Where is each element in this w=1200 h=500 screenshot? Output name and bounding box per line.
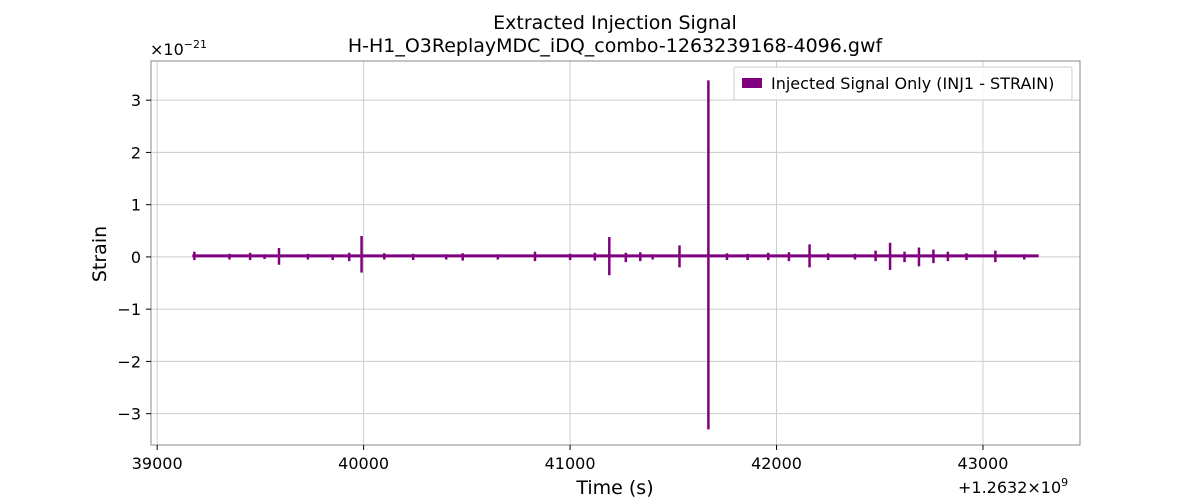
legend-swatch <box>742 78 762 88</box>
y-tick-label: 3 <box>131 91 141 110</box>
x-tick-label: 43000 <box>958 454 1009 473</box>
y-tick-label: 1 <box>131 196 141 215</box>
x-tick-label: 40000 <box>338 454 389 473</box>
x-tick-label: 42000 <box>751 454 802 473</box>
series-injected-signal <box>192 80 1039 430</box>
x-axis-offset: +1.2632×109 <box>958 476 1068 497</box>
y-tick-label: 2 <box>131 143 141 162</box>
legend-box <box>733 66 1073 101</box>
y-tick-label: −3 <box>117 405 141 424</box>
legend-entry-injected-signal: Injected Signal Only (INJ1 - STRAIN) <box>771 74 1054 93</box>
y-tick-label: 0 <box>131 248 141 267</box>
y-axis-ticks: −3 −2 −1 0 1 2 3 <box>117 91 151 424</box>
x-axis-label: Time (s) <box>575 477 653 499</box>
grid <box>151 61 1080 445</box>
chart-subtitle: H-H1_O3ReplayMDC_iDQ_combo-1263239168-40… <box>348 35 884 57</box>
y-tick-label: −2 <box>117 352 141 371</box>
legend: Injected Signal Only (INJ1 - STRAIN) <box>733 66 1073 101</box>
chart-title: Extracted Injection Signal <box>493 12 737 34</box>
x-tick-label: 39000 <box>132 454 183 473</box>
x-axis-ticks: 39000 40000 41000 42000 43000 <box>132 445 1009 473</box>
y-scale-multiplier: ×10−21 <box>150 38 207 59</box>
y-axis-label: Strain <box>89 226 111 282</box>
plot-frame <box>150 60 1081 446</box>
x-tick-label: 41000 <box>545 454 596 473</box>
y-tick-label: −1 <box>117 300 141 319</box>
